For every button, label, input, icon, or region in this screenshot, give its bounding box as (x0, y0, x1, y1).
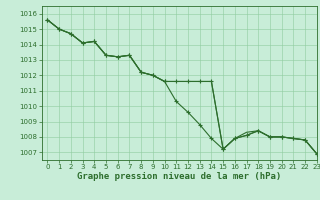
X-axis label: Graphe pression niveau de la mer (hPa): Graphe pression niveau de la mer (hPa) (77, 172, 281, 181)
